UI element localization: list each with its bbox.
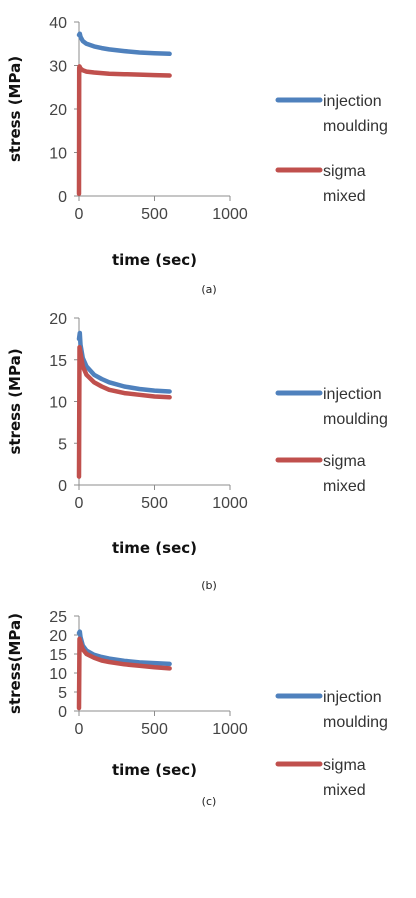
x-tick-label: 0 bbox=[75, 721, 84, 738]
y-tick-label: 20 bbox=[49, 102, 67, 119]
panel-label: (b) bbox=[201, 579, 217, 592]
panel-label: (a) bbox=[201, 283, 216, 296]
chart-panel-1: 0 10 20 30 40 0 500 1000 time (sec) stress (MPa) i… bbox=[6, 15, 388, 296]
y-axis-title: stress (MPa) bbox=[6, 348, 24, 454]
y-tick-label: 0 bbox=[58, 189, 67, 206]
legend-label-2: sigma bbox=[323, 757, 366, 774]
series-line-1 bbox=[76, 629, 172, 667]
legend-label-1: moulding bbox=[323, 714, 388, 731]
y-tick-label: 15 bbox=[49, 647, 67, 664]
legend-label-2: mixed bbox=[323, 782, 366, 799]
y-tick-label: 40 bbox=[49, 15, 67, 32]
chart-panel-3: 0 5 10 15 20 25 0 500 1000 time (sec) stress(MPa) i… bbox=[6, 609, 388, 808]
y-tick-label: 10 bbox=[49, 395, 67, 412]
x-tick-label: 500 bbox=[141, 206, 168, 223]
x-tick-label: 500 bbox=[141, 721, 168, 738]
legend-label-2: mixed bbox=[323, 478, 366, 495]
x-tick-label: 500 bbox=[141, 495, 168, 512]
chart-panel-2: 0 5 10 15 20 0 500 1000 time (sec) stress (MPa) in… bbox=[6, 311, 388, 592]
legend-label-2: sigma bbox=[323, 163, 366, 180]
series-line-2 bbox=[76, 64, 172, 197]
y-tick-label: 0 bbox=[58, 704, 67, 721]
y-tick-label: 10 bbox=[49, 146, 67, 163]
x-tick-label: 0 bbox=[75, 206, 84, 223]
panel-label: (c) bbox=[202, 795, 217, 808]
legend-label-1: injection bbox=[323, 386, 382, 403]
y-tick-label: 5 bbox=[58, 436, 67, 453]
x-axis-title: time (sec) bbox=[112, 539, 197, 557]
x-tick-label: 1000 bbox=[212, 495, 248, 512]
legend-label-1: moulding bbox=[323, 411, 388, 428]
y-tick-label: 15 bbox=[49, 353, 67, 370]
y-axis-title: stress (MPa) bbox=[6, 56, 24, 162]
y-tick-label: 25 bbox=[49, 609, 67, 626]
legend-label-2: mixed bbox=[323, 188, 366, 205]
series-line-2 bbox=[76, 636, 172, 711]
series-line-1 bbox=[76, 31, 172, 57]
x-tick-label: 0 bbox=[75, 495, 84, 512]
x-axis-title: time (sec) bbox=[112, 251, 197, 269]
y-tick-label: 10 bbox=[49, 666, 67, 683]
x-tick-label: 1000 bbox=[212, 206, 248, 223]
y-tick-label: 20 bbox=[49, 628, 67, 645]
y-tick-label: 30 bbox=[49, 59, 67, 76]
y-tick-label: 0 bbox=[58, 478, 67, 495]
legend-label-2: sigma bbox=[323, 453, 366, 470]
series-line-1 bbox=[76, 330, 172, 394]
legend-label-1: moulding bbox=[323, 118, 388, 135]
x-tick-label: 1000 bbox=[212, 721, 248, 738]
x-axis-title: time (sec) bbox=[112, 761, 197, 779]
y-axis-title: stress(MPa) bbox=[6, 613, 24, 714]
legend-label-1: injection bbox=[323, 93, 382, 110]
series-line-2 bbox=[76, 344, 172, 479]
legend-label-1: injection bbox=[323, 689, 382, 706]
y-tick-label: 5 bbox=[58, 685, 67, 702]
y-tick-label: 20 bbox=[49, 311, 67, 328]
